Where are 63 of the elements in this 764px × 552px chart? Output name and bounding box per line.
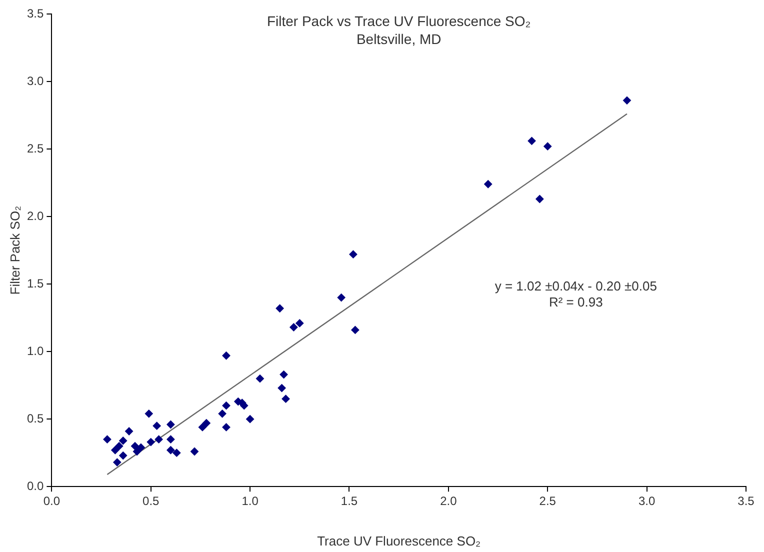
x-tick-label: 1.5 bbox=[340, 494, 358, 508]
point bbox=[144, 410, 153, 418]
point bbox=[202, 419, 210, 428]
point bbox=[622, 96, 631, 104]
y-tick-label: 1.0 bbox=[26, 344, 44, 358]
point bbox=[280, 370, 288, 379]
point bbox=[115, 442, 124, 450]
point bbox=[246, 415, 254, 424]
text: Beltsville, MD bbox=[356, 30, 442, 47]
point bbox=[282, 394, 290, 403]
point bbox=[337, 294, 346, 302]
x-tick-label: 1.0 bbox=[242, 494, 259, 508]
x-tick-label: 2.5 bbox=[539, 494, 556, 508]
point bbox=[484, 180, 492, 188]
point bbox=[290, 323, 298, 332]
x-tick-label: 3.0 bbox=[638, 494, 656, 508]
y-axis-title: Filter Pack SO₂ bbox=[8, 206, 23, 295]
point bbox=[146, 438, 155, 446]
point bbox=[166, 446, 175, 454]
x-axis-title: Trace UV Fluorescence SO₂ bbox=[317, 534, 481, 549]
chart-title: Filter Pack vs Trace UV Fluorescence SO₂ bbox=[266, 12, 531, 29]
point bbox=[152, 422, 161, 430]
point bbox=[198, 423, 206, 432]
y-tick-label: 2.0 bbox=[26, 208, 44, 223]
point bbox=[113, 458, 122, 466]
x-tick-label: 0.0 bbox=[43, 494, 60, 508]
point bbox=[222, 352, 230, 360]
point bbox=[166, 420, 175, 428]
y-tick-label: 3.0 bbox=[26, 74, 44, 88]
x-tick-label: 2.0 bbox=[440, 494, 458, 508]
point bbox=[256, 374, 264, 383]
point bbox=[296, 319, 304, 328]
point bbox=[119, 452, 128, 460]
point bbox=[131, 442, 139, 450]
point bbox=[172, 448, 181, 457]
annotation: R² = 0.93 bbox=[548, 294, 603, 310]
x-tick-label: 0.5 bbox=[142, 494, 160, 508]
point bbox=[125, 427, 134, 436]
point bbox=[349, 250, 358, 258]
y-tick-label: 0.5 bbox=[26, 411, 44, 426]
y-tick-label: 1.5 bbox=[26, 276, 44, 290]
annotation: y = 1.02 ±0.04x - 0.20 ±0.05 bbox=[494, 278, 657, 294]
point bbox=[222, 402, 230, 410]
y-tick-label: 3.5 bbox=[26, 6, 44, 20]
point bbox=[528, 136, 536, 145]
point bbox=[103, 435, 112, 444]
point bbox=[111, 446, 120, 454]
point bbox=[154, 435, 163, 444]
point bbox=[119, 436, 128, 445]
x-tick-label: 3.5 bbox=[738, 494, 755, 508]
point bbox=[278, 384, 286, 392]
point bbox=[536, 194, 544, 203]
point bbox=[190, 447, 199, 456]
point bbox=[351, 326, 360, 334]
point bbox=[136, 443, 145, 452]
point bbox=[218, 410, 226, 418]
point bbox=[166, 435, 175, 444]
point bbox=[222, 423, 230, 432]
point bbox=[276, 304, 284, 312]
point bbox=[132, 447, 141, 456]
y-tick-label: 0.0 bbox=[26, 478, 44, 493]
point bbox=[544, 142, 552, 150]
y-tick-label: 2.5 bbox=[26, 141, 44, 156]
